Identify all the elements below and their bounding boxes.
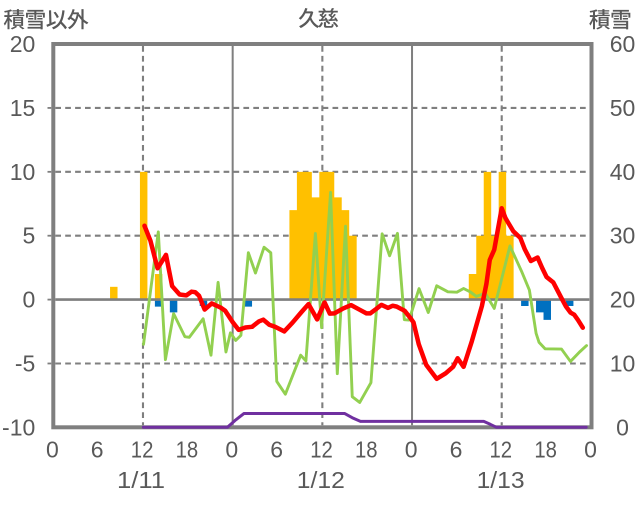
- svg-text:5: 5: [23, 223, 36, 249]
- svg-text:18: 18: [176, 436, 199, 462]
- svg-text:12: 12: [310, 436, 333, 462]
- svg-text:-10: -10: [2, 414, 35, 440]
- svg-text:50: 50: [610, 95, 636, 121]
- svg-text:20: 20: [610, 287, 636, 313]
- svg-text:1/11: 1/11: [117, 467, 165, 493]
- svg-text:10: 10: [10, 159, 36, 185]
- svg-text:40: 40: [610, 159, 636, 185]
- svg-text:12: 12: [131, 436, 154, 462]
- svg-text:12: 12: [490, 436, 513, 462]
- svg-text:20: 20: [10, 31, 36, 57]
- svg-text:15: 15: [10, 95, 36, 121]
- svg-text:1/12: 1/12: [297, 467, 345, 493]
- svg-text:0: 0: [616, 414, 629, 440]
- svg-text:-5: -5: [15, 351, 35, 377]
- svg-text:1/13: 1/13: [477, 467, 525, 493]
- svg-text:6: 6: [91, 436, 104, 462]
- svg-text:0: 0: [23, 287, 36, 313]
- svg-text:18: 18: [534, 436, 557, 462]
- svg-text:18: 18: [355, 436, 378, 462]
- svg-text:0: 0: [225, 436, 238, 462]
- svg-text:0: 0: [46, 436, 59, 462]
- svg-text:0: 0: [584, 436, 597, 462]
- svg-text:60: 60: [610, 31, 636, 57]
- svg-text:10: 10: [610, 351, 636, 377]
- svg-text:6: 6: [270, 436, 283, 462]
- svg-text:0: 0: [405, 436, 418, 462]
- svg-text:30: 30: [610, 223, 636, 249]
- svg-text:6: 6: [450, 436, 463, 462]
